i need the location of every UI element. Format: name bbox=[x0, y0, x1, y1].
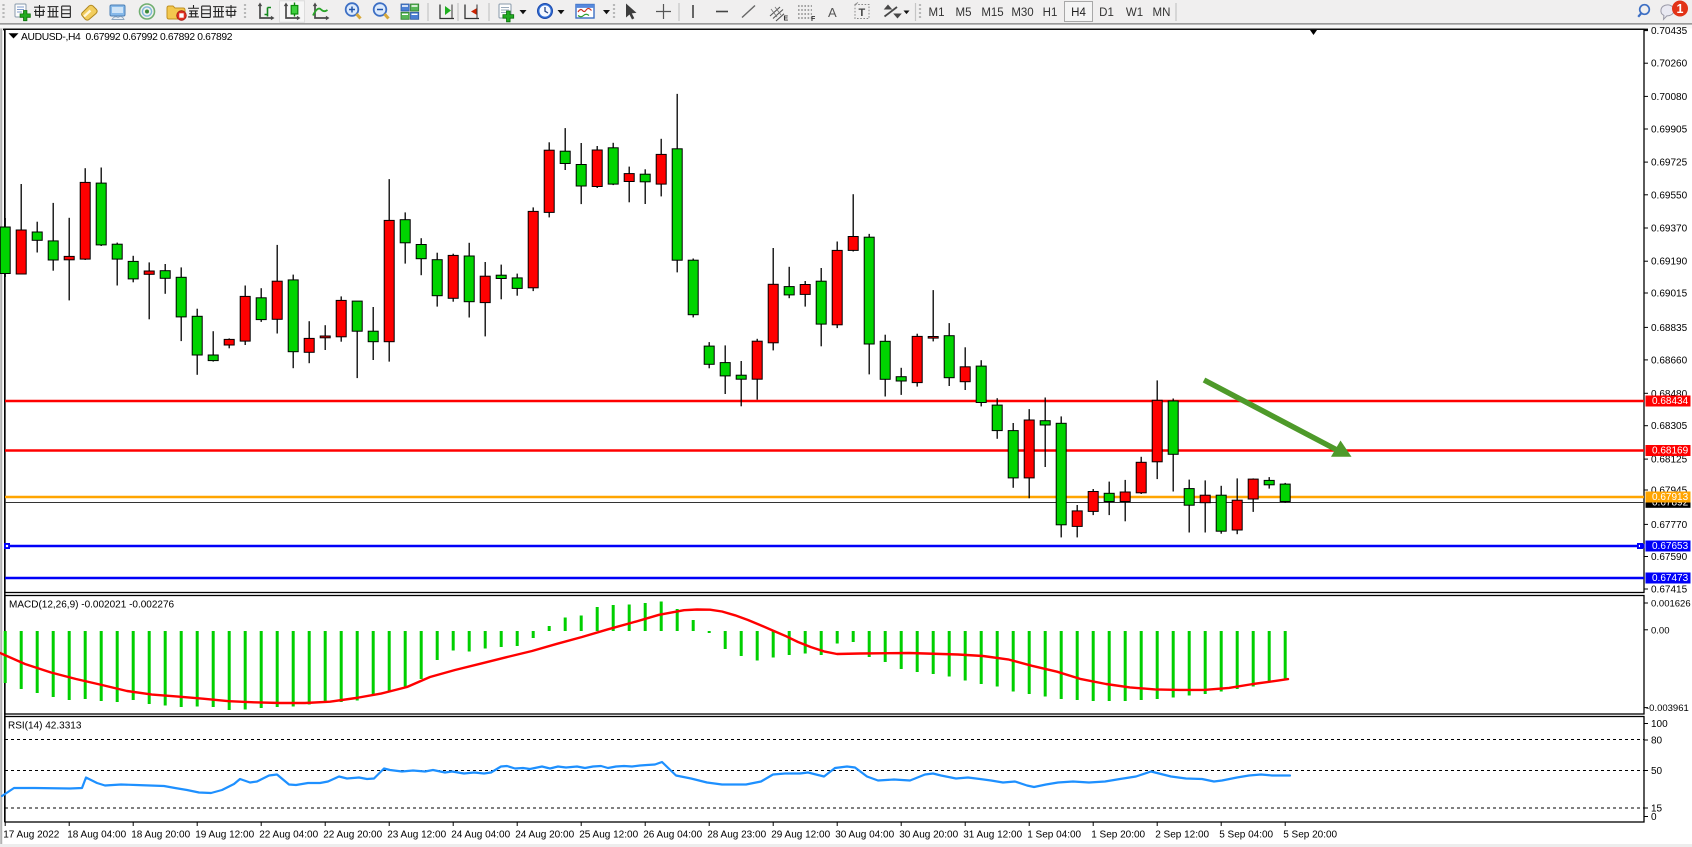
svg-text:0.70260: 0.70260 bbox=[1651, 59, 1688, 70]
svg-text:0.67415: 0.67415 bbox=[1651, 585, 1688, 596]
svg-text:M5: M5 bbox=[956, 7, 972, 19]
svg-text:18 Aug 04:00: 18 Aug 04:00 bbox=[67, 830, 126, 841]
svg-text:W1: W1 bbox=[1126, 7, 1143, 19]
svg-text:-0.003961: -0.003961 bbox=[1646, 703, 1689, 714]
svg-text:19 Aug 12:00: 19 Aug 12:00 bbox=[195, 830, 254, 841]
svg-text:17 Aug 2022: 17 Aug 2022 bbox=[3, 830, 60, 841]
svg-text:28 Aug 23:00: 28 Aug 23:00 bbox=[707, 830, 766, 841]
svg-text:MACD(12,26,9) -0.002021 -0.002: MACD(12,26,9) -0.002021 -0.002276 bbox=[9, 600, 175, 611]
svg-text:AUDUSD-,H4 0.67992 0.67992 0.: AUDUSD-,H4 0.67992 0.67992 0.67892 0.678… bbox=[21, 32, 233, 43]
svg-text:26 Aug 04:00: 26 Aug 04:00 bbox=[643, 830, 702, 841]
svg-text:15: 15 bbox=[1651, 804, 1663, 815]
svg-text:0.67590: 0.67590 bbox=[1651, 552, 1688, 563]
svg-text:5 Sep 04:00: 5 Sep 04:00 bbox=[1219, 830, 1273, 841]
svg-text:T: T bbox=[859, 7, 866, 19]
svg-text:24 Aug 04:00: 24 Aug 04:00 bbox=[451, 830, 510, 841]
svg-text:1 Sep 04:00: 1 Sep 04:00 bbox=[1027, 830, 1081, 841]
svg-text:31 Aug 12:00: 31 Aug 12:00 bbox=[963, 830, 1022, 841]
svg-text:0.00: 0.00 bbox=[1651, 625, 1670, 636]
svg-text:0.001626: 0.001626 bbox=[1651, 599, 1691, 610]
svg-text:H4: H4 bbox=[1071, 7, 1086, 19]
svg-text:0.67473: 0.67473 bbox=[1652, 573, 1689, 584]
svg-text:0.68480: 0.68480 bbox=[1651, 389, 1688, 400]
svg-text:1 Sep 20:00: 1 Sep 20:00 bbox=[1091, 830, 1145, 841]
svg-text:0.70080: 0.70080 bbox=[1651, 92, 1688, 103]
svg-text:F: F bbox=[811, 16, 816, 23]
svg-text:5 Sep 20:00: 5 Sep 20:00 bbox=[1283, 830, 1337, 841]
svg-text:0.68434: 0.68434 bbox=[1652, 396, 1689, 407]
svg-text:24 Aug 20:00: 24 Aug 20:00 bbox=[515, 830, 574, 841]
svg-text:22 Aug 04:00: 22 Aug 04:00 bbox=[259, 830, 318, 841]
svg-text:A: A bbox=[828, 5, 837, 20]
svg-text:1: 1 bbox=[1677, 2, 1684, 16]
svg-text:23 Aug 12:00: 23 Aug 12:00 bbox=[387, 830, 446, 841]
svg-text:0.69190: 0.69190 bbox=[1651, 257, 1688, 268]
svg-text:0.67892: 0.67892 bbox=[1652, 497, 1689, 508]
svg-text:E: E bbox=[784, 16, 789, 23]
svg-text:25 Aug 12:00: 25 Aug 12:00 bbox=[579, 830, 638, 841]
svg-text:M1: M1 bbox=[929, 7, 945, 19]
svg-text:0.69370: 0.69370 bbox=[1651, 224, 1688, 235]
svg-text:M30: M30 bbox=[1011, 7, 1033, 19]
svg-text:22 Aug 20:00: 22 Aug 20:00 bbox=[323, 830, 382, 841]
svg-text:0.67913: 0.67913 bbox=[1652, 492, 1689, 503]
svg-text:0.68835: 0.68835 bbox=[1651, 323, 1688, 334]
svg-text:30 Aug 04:00: 30 Aug 04:00 bbox=[835, 830, 894, 841]
svg-text:30 Aug 20:00: 30 Aug 20:00 bbox=[899, 830, 958, 841]
svg-text:0.68660: 0.68660 bbox=[1651, 355, 1688, 366]
svg-text:100: 100 bbox=[1651, 719, 1668, 730]
svg-text:80: 80 bbox=[1651, 736, 1663, 747]
svg-text:0.67770: 0.67770 bbox=[1651, 520, 1688, 531]
svg-text:MN: MN bbox=[1153, 7, 1171, 19]
svg-text:0.68305: 0.68305 bbox=[1651, 421, 1688, 432]
svg-text:RSI(14) 42.3313: RSI(14) 42.3313 bbox=[8, 721, 82, 732]
svg-text:0.67653: 0.67653 bbox=[1652, 541, 1689, 552]
svg-text:0.67945: 0.67945 bbox=[1651, 486, 1688, 497]
svg-text:0.68125: 0.68125 bbox=[1651, 455, 1688, 466]
svg-text:H1: H1 bbox=[1043, 7, 1058, 19]
svg-text:0.69725: 0.69725 bbox=[1651, 158, 1688, 169]
svg-text:D1: D1 bbox=[1099, 7, 1114, 19]
svg-text:M15: M15 bbox=[981, 7, 1003, 19]
svg-text:0.69550: 0.69550 bbox=[1651, 190, 1688, 201]
svg-text:50: 50 bbox=[1651, 766, 1663, 777]
svg-text:0.69905: 0.69905 bbox=[1651, 125, 1688, 136]
svg-text:18 Aug 20:00: 18 Aug 20:00 bbox=[131, 830, 190, 841]
svg-text:29 Aug 12:00: 29 Aug 12:00 bbox=[771, 830, 830, 841]
svg-text:0.68169: 0.68169 bbox=[1652, 446, 1689, 457]
svg-text:0.70435: 0.70435 bbox=[1651, 26, 1688, 37]
svg-text:0: 0 bbox=[1651, 812, 1657, 823]
svg-text:0.69015: 0.69015 bbox=[1651, 289, 1688, 300]
svg-text:2 Sep 12:00: 2 Sep 12:00 bbox=[1155, 830, 1209, 841]
